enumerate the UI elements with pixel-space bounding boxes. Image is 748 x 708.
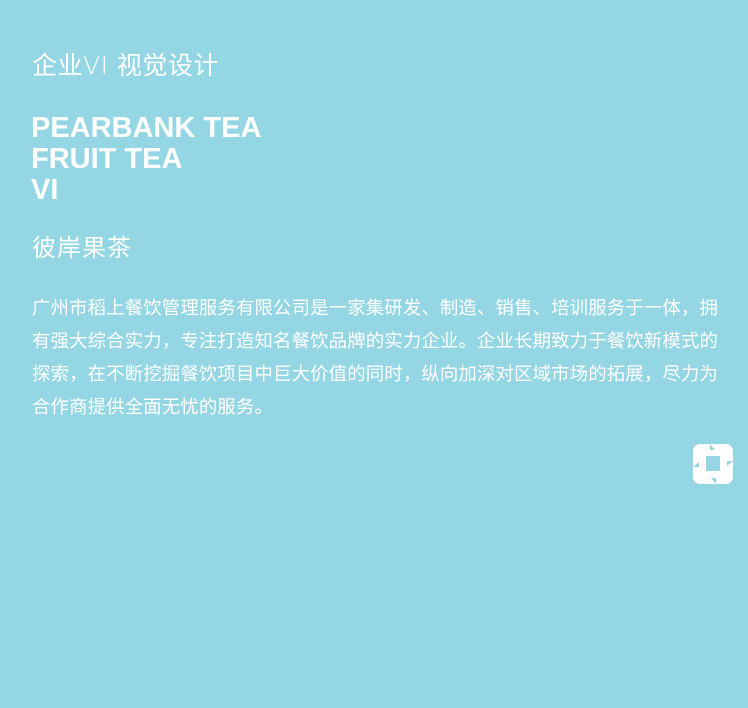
company-description: 广州市稻上餐饮管理服务有限公司是一家集研发、制造、销售、培训服务于一体，拥有强大… — [32, 298, 719, 418]
brand-title-line-1: PEARBANK TEA — [31, 112, 262, 144]
brand-title: PEARBANK TEA FRUIT TEA VI — [31, 113, 261, 206]
brand-chinese-name: 彼岸果茶 — [32, 234, 132, 262]
brand-logo-icon — [693, 444, 733, 484]
brand-logo-svg — [693, 444, 733, 484]
brand-title-line-3: VI — [31, 174, 59, 206]
brand-title-line-2: FRUIT TEA — [31, 143, 183, 175]
page-subtitle: 企业VI 视觉设计 — [32, 51, 219, 80]
